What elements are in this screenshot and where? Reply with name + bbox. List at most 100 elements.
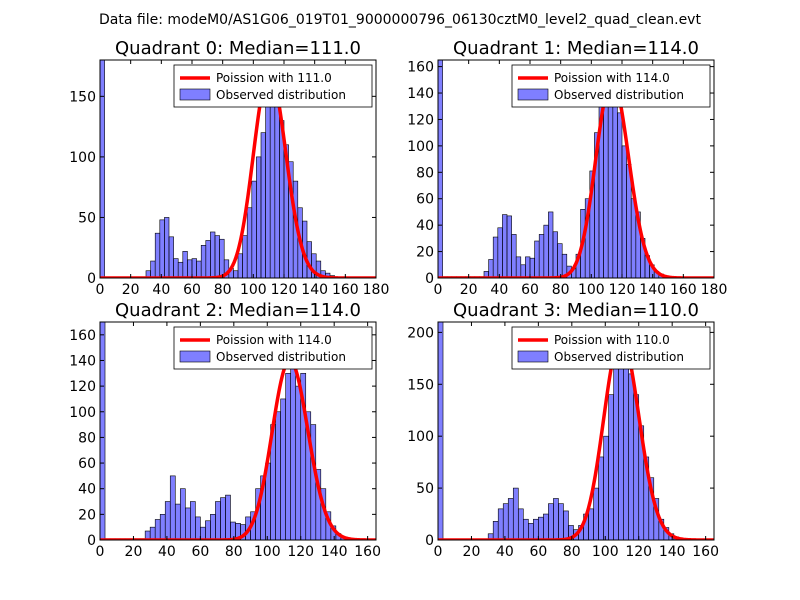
x-tick-label: 180 [363, 282, 390, 298]
legend-entry-poisson: Poission with 114.0 [216, 333, 332, 347]
histogram-bar [612, 92, 618, 278]
histogram-bar [607, 79, 614, 278]
y-tick-label: 120 [69, 379, 96, 395]
y-tick-label: 160 [69, 328, 96, 344]
histogram-bar [174, 503, 181, 540]
x-tick-label: 140 [639, 282, 666, 298]
x-tick-label: 0 [96, 282, 105, 298]
x-tick-label: 80 [552, 282, 570, 298]
histogram-bar [558, 503, 564, 540]
x-tick-label: 120 [609, 282, 636, 298]
histogram-bar [507, 498, 514, 540]
x-tick-label: 160 [692, 544, 719, 560]
histogram-bar [251, 180, 257, 278]
panels-container: Quadrant 0: Median=111.00 20 40 60 80 100 120 1… [69, 38, 727, 560]
histogram-bar [260, 132, 266, 278]
y-tick-label: 80 [78, 430, 96, 446]
histogram-bar [168, 236, 174, 278]
y-tick-label: 20 [416, 245, 434, 261]
histogram-bar [210, 514, 216, 540]
histogram-bar [438, 60, 443, 278]
legend-entry-observed: Observed distribution [554, 350, 684, 364]
histogram-bar [563, 510, 569, 540]
histogram-bar [628, 373, 635, 540]
y-tick-label: 100 [407, 139, 434, 155]
histogram-bar [164, 217, 170, 278]
histogram-bar [219, 238, 225, 278]
y-tick-label: 200 [407, 325, 434, 341]
histogram-bar [603, 86, 609, 278]
panel-title: Quadrant 1: Median=114.0 [453, 38, 699, 59]
y-tick-label: 20 [78, 507, 96, 523]
x-tick-label: 120 [625, 544, 652, 560]
x-tick-label: 80 [214, 282, 232, 298]
x-tick-label: 0 [434, 282, 443, 298]
histogram-bar [548, 211, 554, 278]
x-tick-label: 40 [152, 282, 170, 298]
x-tick-label: 120 [287, 544, 314, 560]
x-tick-label: 40 [496, 544, 514, 560]
legend: Poission with 110.0 Observed distribution [511, 326, 711, 370]
y-tick-label: 0 [425, 533, 434, 549]
figure-suptitle: Data file: modeM0/AS1G06_019T01_90000007… [99, 12, 701, 28]
histogram-bar [506, 215, 512, 278]
histogram-bar [488, 259, 494, 278]
histogram-bar [608, 394, 614, 540]
x-tick-label: 0 [434, 544, 443, 560]
histogram-bar [150, 260, 156, 278]
histogram-bar [237, 253, 243, 278]
histogram-bar [215, 501, 221, 540]
x-tick-label: 120 [271, 282, 298, 298]
poisson-curve [438, 77, 714, 278]
histogram-bar [185, 507, 191, 540]
histogram-bar [295, 385, 302, 540]
legend-patch-swatch [517, 88, 549, 101]
histogram-bar [100, 322, 106, 540]
y-tick-label: 80 [416, 165, 434, 181]
legend-entry-observed: Observed distribution [216, 88, 346, 102]
histogram-bar [205, 240, 211, 278]
x-tick-label: 180 [701, 282, 728, 298]
histogram-bar [164, 501, 171, 540]
x-tick-label: 100 [254, 544, 281, 560]
histogram-bar [265, 96, 271, 278]
histogram-bar [169, 475, 176, 540]
legend-entry-poisson: Poission with 110.0 [554, 333, 670, 347]
histogram-bar [280, 398, 286, 540]
y-tick-label: 50 [416, 481, 434, 497]
histogram-bar [553, 498, 559, 540]
histogram-bar [256, 156, 262, 278]
x-tick-label: 60 [529, 544, 547, 560]
legend-entry-poisson: Poission with 114.0 [554, 71, 670, 85]
histogram-bar [196, 260, 202, 278]
histogram-bar [529, 257, 535, 278]
panel-quadrant-2: Quadrant 2: Median=114.0 0 20 40 60 80 100 120 1… [69, 300, 381, 560]
histogram-bar [617, 112, 623, 278]
y-tick-label: 100 [69, 150, 96, 166]
histogram-bar [598, 456, 604, 540]
histogram-bar [210, 231, 216, 278]
histogram-bar [190, 501, 196, 540]
histogram-bar [290, 360, 297, 540]
legend-entry-observed: Observed distribution [554, 88, 684, 102]
histogram-bar [492, 521, 499, 540]
y-tick-label: 150 [407, 377, 434, 393]
histogram-bar [242, 235, 248, 278]
x-tick-label: 160 [332, 282, 359, 298]
histogram-bar [230, 521, 236, 540]
histogram-bar [191, 258, 197, 278]
histogram-bar [438, 322, 444, 540]
histogram-bars [100, 60, 345, 278]
y-tick-label: 0 [87, 533, 96, 549]
panel-quadrant-3: Quadrant 3: Median=110.0 0 20 40 60 80 100 120 1… [407, 300, 719, 560]
legend-patch-swatch [517, 350, 549, 363]
histogram-bar [613, 363, 619, 540]
histogram-bar [538, 234, 545, 278]
y-tick-label: 100 [69, 405, 96, 421]
axes-frame [437, 321, 715, 541]
x-tick-label: 160 [670, 282, 697, 298]
histogram-bar [528, 523, 534, 540]
histogram-bar [533, 518, 539, 540]
histogram-bar [502, 214, 508, 278]
histogram-bar [200, 526, 206, 540]
